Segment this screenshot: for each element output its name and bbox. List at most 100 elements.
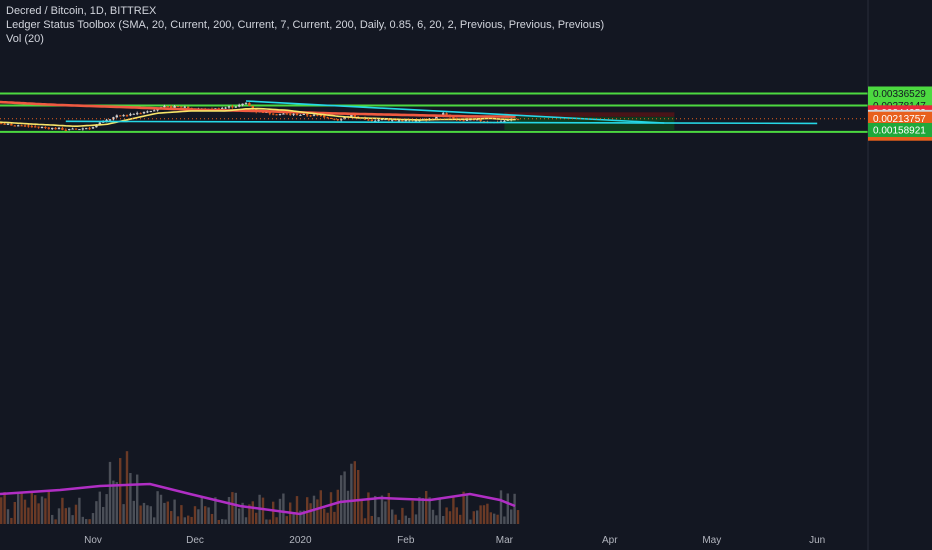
volume-bar bbox=[37, 503, 40, 524]
volume-bar bbox=[3, 492, 6, 524]
candle-body bbox=[414, 120, 418, 122]
candle-body bbox=[0, 123, 3, 125]
volume-bar bbox=[34, 495, 37, 524]
volume-bar bbox=[255, 512, 258, 524]
volume-bar bbox=[353, 461, 356, 524]
candle-body bbox=[251, 105, 254, 110]
volume-bar bbox=[30, 492, 33, 524]
volume-bar bbox=[200, 496, 203, 524]
candle-body bbox=[295, 113, 299, 116]
volume-bar bbox=[455, 507, 458, 524]
volume-bar bbox=[323, 508, 326, 524]
candle-body bbox=[299, 114, 302, 116]
indicator-lines bbox=[0, 100, 516, 516]
candle-body bbox=[170, 106, 173, 108]
candle-body bbox=[312, 114, 316, 116]
x-tick-label: Feb bbox=[397, 535, 415, 546]
position-zones bbox=[504, 112, 675, 130]
candle-body bbox=[292, 113, 295, 115]
candle-body bbox=[516, 119, 520, 121]
candle-body bbox=[81, 128, 84, 130]
volume-bar bbox=[81, 516, 84, 524]
candle-body bbox=[394, 119, 397, 121]
trendline bbox=[245, 100, 665, 124]
volume-bar bbox=[384, 501, 387, 524]
volume-bar bbox=[336, 489, 339, 524]
candle-body bbox=[166, 106, 169, 108]
indicator-title[interactable]: Ledger Status Toolbox (SMA, 20, Current,… bbox=[6, 19, 605, 31]
candle-body bbox=[316, 114, 319, 116]
volume-bar bbox=[91, 513, 95, 524]
candle-body bbox=[404, 120, 407, 122]
candle-body bbox=[336, 119, 339, 121]
candle-body bbox=[340, 119, 343, 121]
volume-bar bbox=[10, 517, 13, 524]
candle-body bbox=[401, 120, 404, 122]
candle-body bbox=[173, 106, 176, 108]
volume-bar bbox=[482, 505, 486, 524]
chart-legend: Decred / Bitcoin, 1D, BITTREX Ledger Sta… bbox=[6, 4, 604, 46]
volume-bar bbox=[326, 512, 329, 524]
volume-bar bbox=[238, 508, 241, 524]
volume-bar bbox=[309, 503, 312, 524]
volume-bar bbox=[61, 497, 64, 524]
volume-bar bbox=[0, 497, 3, 524]
volume-bar bbox=[6, 509, 10, 524]
volume-bar bbox=[374, 495, 377, 524]
volume-bar bbox=[132, 500, 135, 524]
volume-bar bbox=[71, 515, 74, 524]
volume-bar bbox=[445, 507, 448, 524]
candle-body bbox=[176, 106, 180, 108]
volume-bar bbox=[13, 501, 16, 524]
volume-bar bbox=[272, 501, 275, 524]
price-tags: 0.003365290.002781470.001499580.00244953… bbox=[868, 86, 932, 141]
volume-bar bbox=[74, 504, 78, 524]
volume-bar bbox=[261, 497, 265, 524]
volume-bar bbox=[435, 515, 438, 524]
level-tag bbox=[868, 86, 932, 101]
symbol-title[interactable]: Decred / Bitcoin, 1D, BITTREX bbox=[6, 5, 157, 17]
sma-slow-line bbox=[0, 100, 516, 118]
time-axis[interactable] bbox=[0, 527, 868, 550]
candle-body bbox=[74, 128, 78, 130]
volume-bar bbox=[472, 511, 475, 524]
volume-bar bbox=[268, 519, 271, 524]
volume-bar bbox=[20, 493, 23, 524]
volume-bar bbox=[299, 510, 302, 524]
volume-bar bbox=[340, 475, 343, 524]
volume-bar bbox=[285, 516, 288, 524]
price-axis[interactable] bbox=[868, 0, 932, 550]
volume-bar bbox=[54, 519, 57, 524]
x-tick-label: Mar bbox=[496, 535, 514, 546]
volume-bar bbox=[173, 499, 176, 524]
volume-bar bbox=[224, 519, 227, 524]
candle-body bbox=[326, 117, 329, 119]
volume-bar bbox=[275, 517, 278, 524]
candle-body bbox=[44, 126, 47, 128]
candle-body bbox=[282, 113, 285, 115]
volume-bar bbox=[142, 502, 146, 524]
volume-bar bbox=[221, 519, 224, 524]
volume-bar bbox=[479, 505, 482, 524]
volume-bar bbox=[136, 474, 139, 524]
volume-bar bbox=[197, 509, 200, 524]
candle-body bbox=[374, 120, 377, 122]
candle-body bbox=[30, 126, 33, 128]
volume-bar bbox=[227, 497, 231, 524]
candle-body bbox=[34, 126, 37, 128]
volume-title[interactable]: Vol (20) bbox=[6, 33, 44, 45]
candle-body bbox=[224, 107, 227, 109]
horizontal-levels bbox=[0, 92, 868, 133]
candle-body bbox=[23, 125, 27, 127]
candle-body bbox=[452, 116, 455, 119]
volume-bar bbox=[418, 497, 421, 524]
volume-bar bbox=[414, 514, 418, 524]
volume-bar bbox=[108, 461, 112, 524]
volume-bar bbox=[204, 506, 207, 524]
volume-bar bbox=[411, 500, 414, 524]
volume-bar bbox=[489, 512, 492, 524]
x-tick-label: Apr bbox=[602, 535, 618, 546]
volume-bar bbox=[187, 515, 190, 524]
candle-body bbox=[17, 125, 20, 127]
